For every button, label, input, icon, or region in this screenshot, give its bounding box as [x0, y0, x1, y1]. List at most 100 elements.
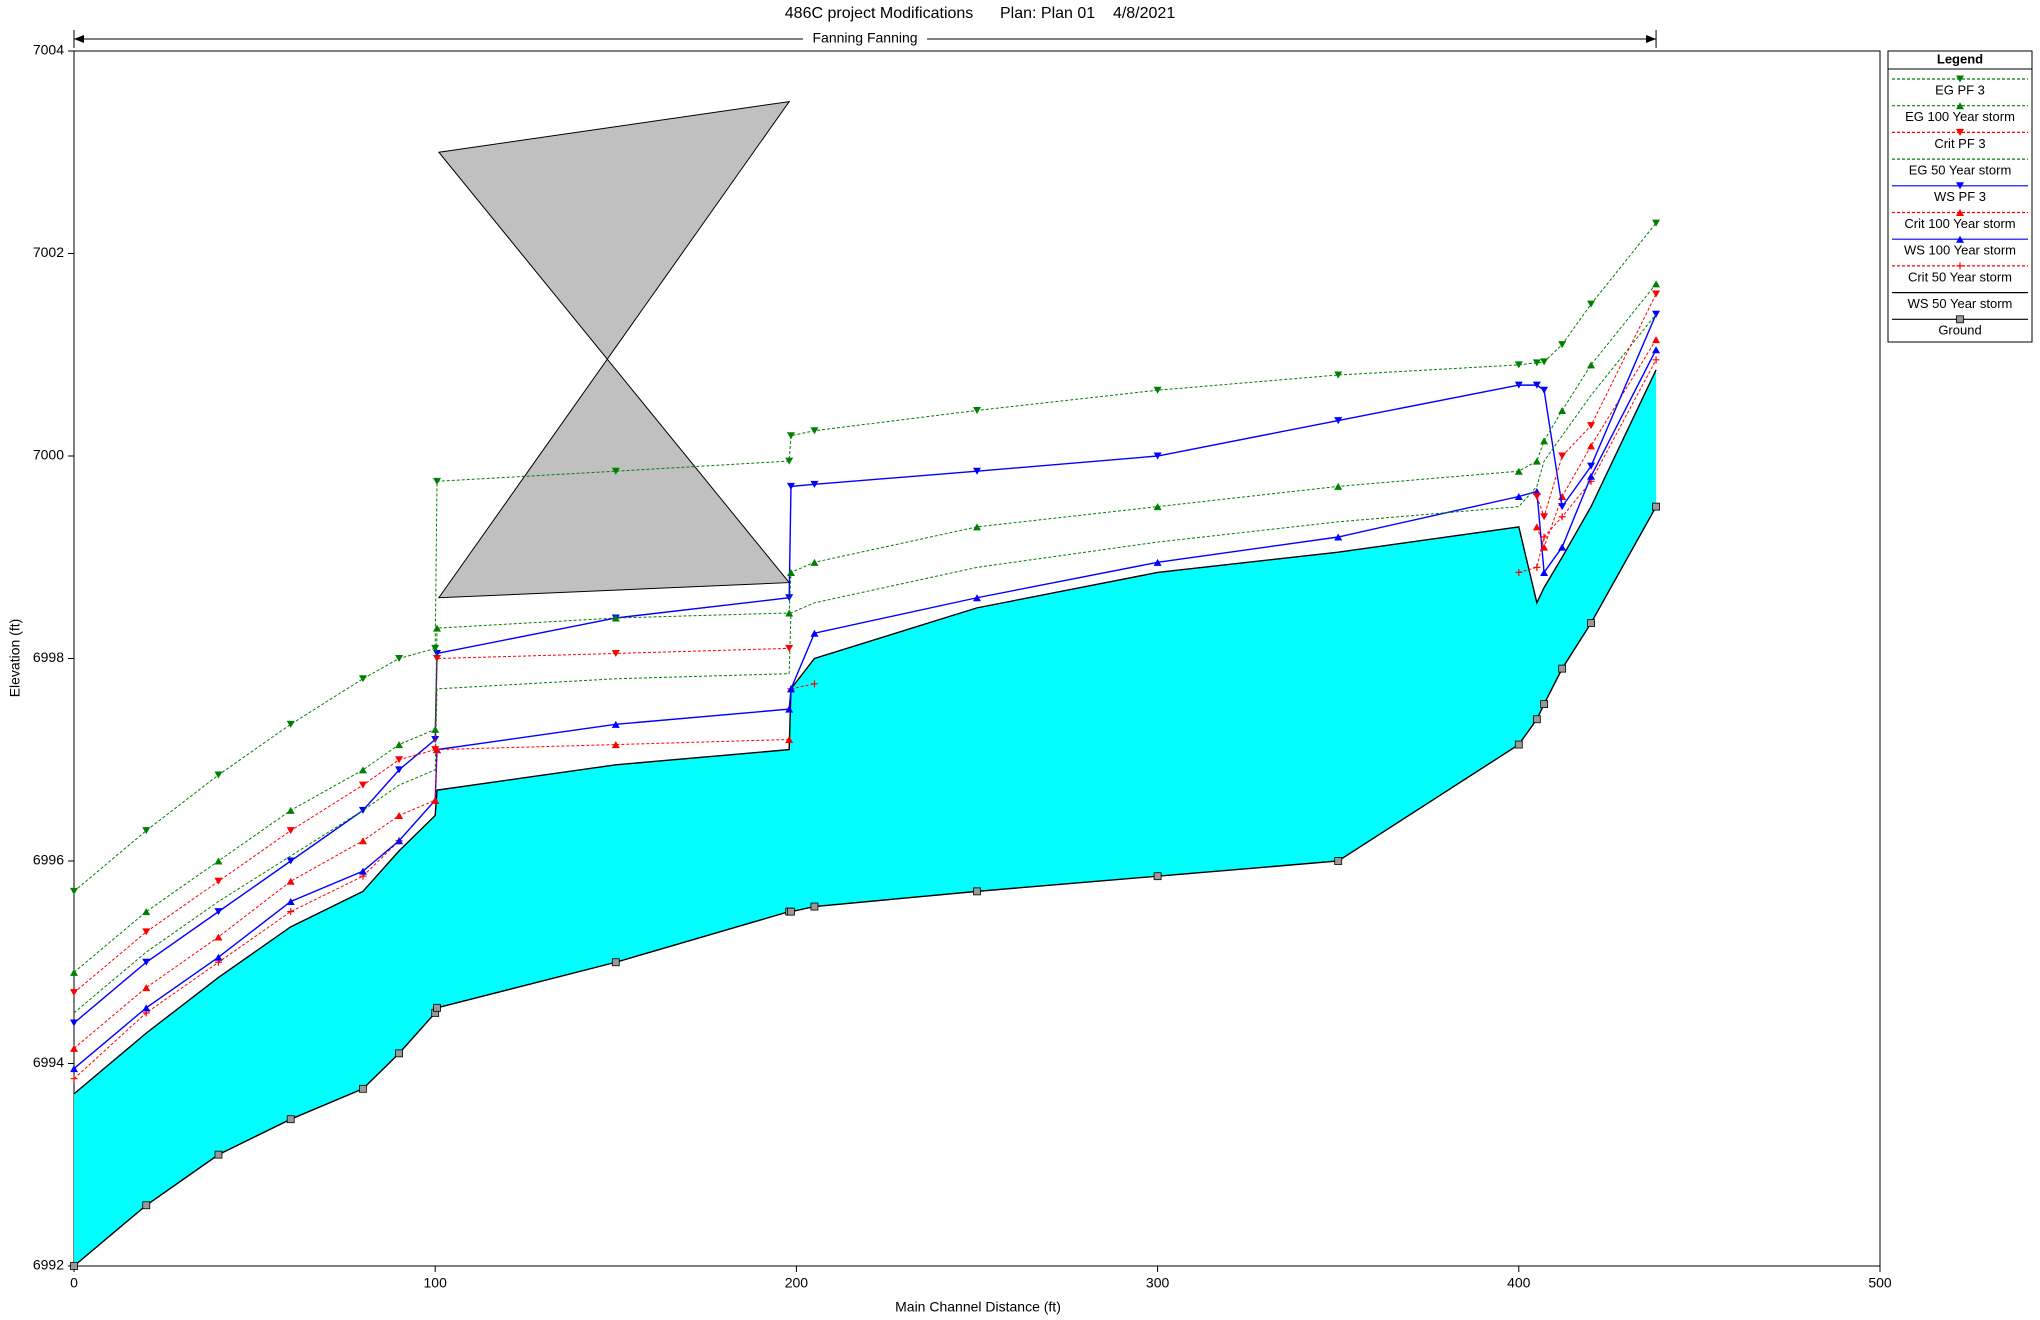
marker: [395, 766, 404, 774]
marker: [142, 1201, 151, 1210]
marker: [787, 907, 795, 916]
marker: [1540, 700, 1548, 708]
marker: [973, 406, 981, 414]
legend-box: [1887, 50, 2033, 343]
marker: [395, 837, 404, 845]
marker: [214, 771, 223, 779]
marker: [1587, 422, 1596, 430]
marker: [1956, 128, 1964, 136]
marker: [70, 1262, 78, 1270]
series-line: [73, 222, 1657, 892]
marker: [1540, 386, 1549, 394]
marker: [1515, 568, 1523, 576]
marker: [1153, 503, 1162, 511]
legend-label: Crit 100 Year storm: [1904, 216, 2015, 231]
marker: [1153, 872, 1162, 881]
marker: [286, 857, 295, 865]
marker: [611, 958, 620, 967]
legend-title: Legend: [1937, 51, 1983, 66]
water-fill: [74, 369, 1657, 1266]
marker: [611, 741, 620, 749]
marker: [1587, 462, 1596, 470]
marker: [1540, 533, 1548, 541]
marker: [286, 806, 295, 814]
marker: [70, 1075, 78, 1083]
marker: [786, 482, 795, 490]
marker: [786, 685, 795, 693]
y-tick-label: 6994: [33, 1054, 64, 1070]
series-line: [73, 293, 1657, 994]
marker: [786, 432, 795, 440]
x-axis-label: Main Channel Distance (ft): [895, 1299, 1061, 1315]
legend-label: Crit 50 Year storm: [1908, 269, 2012, 284]
marker: [286, 827, 295, 835]
marker: [214, 933, 223, 941]
marker: [431, 796, 440, 804]
marker: [786, 568, 795, 576]
marker: [1532, 381, 1541, 389]
marker: [395, 811, 404, 819]
marker: [1652, 219, 1661, 227]
marker: [1652, 290, 1661, 298]
marker: [286, 1115, 295, 1124]
marker: [1533, 563, 1541, 571]
marker: [1558, 664, 1567, 673]
marker: [1956, 235, 1964, 243]
x-tick-label: 200: [785, 1275, 809, 1291]
y-tick-label: 6992: [33, 1257, 64, 1273]
marker: [142, 827, 151, 835]
marker: [1956, 262, 1964, 270]
marker: [1558, 543, 1567, 551]
marker: [1334, 417, 1343, 425]
marker: [1587, 472, 1596, 480]
series-line: [73, 359, 1657, 1080]
marker: [1558, 513, 1566, 521]
legend-label: WS PF 3: [1934, 189, 1986, 204]
marker: [611, 720, 620, 728]
marker: [395, 655, 404, 662]
marker: [785, 736, 794, 743]
marker: [1540, 513, 1549, 521]
marker: [1532, 523, 1541, 531]
marker: [1540, 543, 1549, 551]
legend-label: Ground: [1938, 323, 1981, 338]
marker: [142, 908, 151, 916]
marker: [1587, 300, 1596, 308]
marker: [1532, 359, 1541, 367]
marker: [286, 720, 295, 728]
marker: [1334, 857, 1343, 865]
marker: [810, 558, 819, 566]
legend-label: WS 100 Year storm: [1904, 243, 2016, 258]
marker: [1956, 209, 1964, 216]
marker: [1514, 493, 1523, 500]
marker: [973, 523, 981, 531]
marker: [1652, 346, 1661, 354]
marker: [433, 655, 442, 662]
marker: [1540, 358, 1549, 366]
marker: [1652, 336, 1661, 344]
marker: [70, 887, 78, 895]
marker: [214, 877, 223, 885]
y-tick-label: 6996: [33, 852, 64, 868]
marker: [1514, 381, 1523, 389]
marker: [1532, 457, 1541, 465]
marker: [1334, 371, 1343, 379]
marker: [611, 614, 620, 622]
marker: [810, 480, 819, 488]
marker: [359, 1084, 367, 1093]
marker: [1334, 533, 1343, 541]
marker: [1956, 182, 1964, 190]
marker: [1652, 280, 1661, 288]
y-tick-label: 7000: [33, 447, 64, 463]
marker: [1153, 452, 1162, 460]
marker: [358, 675, 367, 683]
x-tick-label: 0: [70, 1275, 78, 1291]
marker: [973, 467, 981, 475]
marker: [973, 887, 981, 896]
marker: [973, 594, 981, 602]
marker: [433, 1003, 441, 1012]
marker: [785, 705, 794, 713]
marker: [1558, 341, 1567, 349]
marker: [214, 953, 223, 961]
